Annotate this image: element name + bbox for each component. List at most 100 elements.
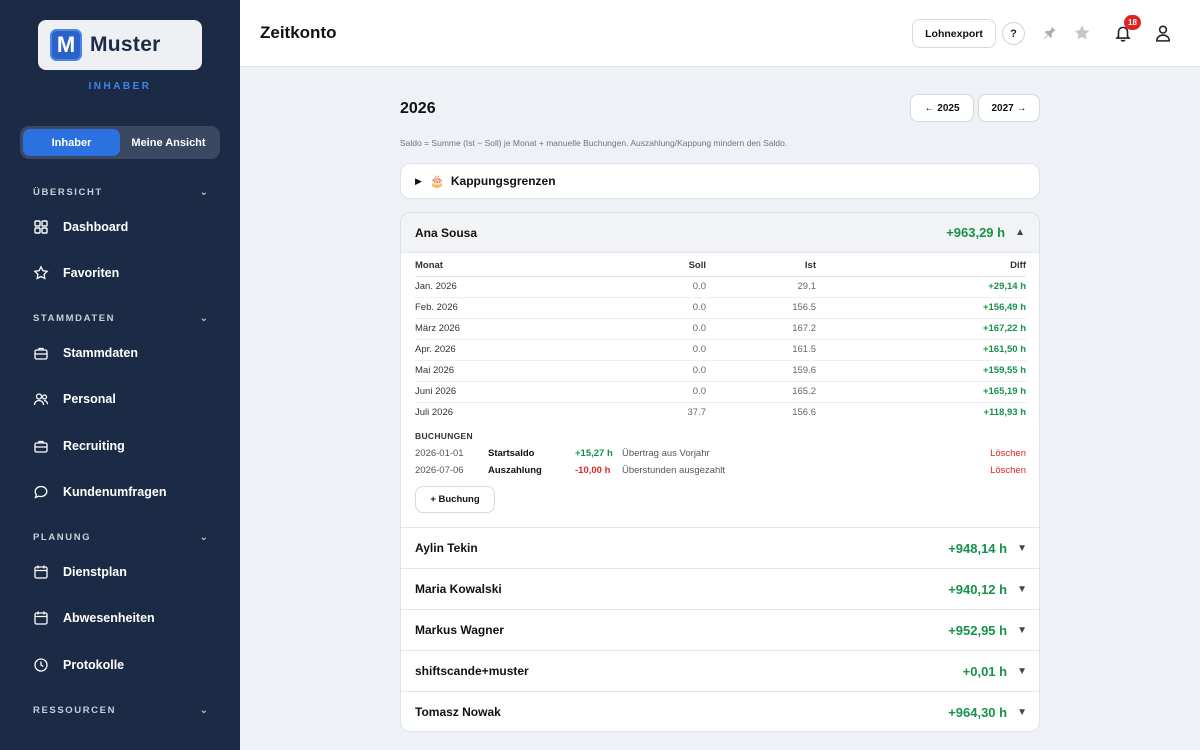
brand-logo[interactable]: M Muster <box>38 20 202 70</box>
col-ist: Ist <box>706 255 816 277</box>
toggle-meine-ansicht[interactable]: Meine Ansicht <box>131 136 206 149</box>
top-header: Zeitkonto Lohnexport ? 18 <box>240 0 1200 67</box>
delete-booking-button[interactable]: Löschen <box>990 464 1026 476</box>
notification-badge: 18 <box>1124 15 1141 30</box>
grid-icon <box>34 220 48 234</box>
sidebar-item-recruiting[interactable]: Recruiting <box>33 434 213 458</box>
table-row: Jan. 2026 0.0 29.1 +29,14 h <box>415 276 1026 298</box>
section-ressourcen[interactable]: RESSOURCEN ⌄ <box>33 705 208 716</box>
col-monat: Monat <box>415 255 616 277</box>
kappungsgrenzen-toggle[interactable]: ▶ 🎂 Kappungsgrenzen <box>400 163 1040 199</box>
help-button[interactable]: ? <box>1002 22 1025 45</box>
section-label: ÜBERSICHT <box>33 187 103 198</box>
sidebar-item-favoriten[interactable]: Favoriten <box>33 261 213 285</box>
sidebar-item-dienstplan[interactable]: Dienstplan <box>33 560 213 584</box>
section-uebersicht[interactable]: ÜBERSICHT ⌄ <box>33 187 208 198</box>
employee-name: Markus Wagner <box>415 623 504 637</box>
toggle-inhaber[interactable]: Inhaber <box>23 129 120 156</box>
booking-amount: -10,00 h <box>575 464 611 476</box>
collapse-icon: ▲ <box>1015 227 1025 238</box>
table-row: März 2026 0.0 167.2 +167,22 h <box>415 318 1026 340</box>
booking-date: 2026-01-01 <box>415 447 464 459</box>
employee-row[interactable]: Tomasz Nowak +964,30 h ▼ <box>401 691 1039 731</box>
cell-month: Jan. 2026 <box>415 276 616 298</box>
sidebar-item-label: Recruiting <box>63 439 125 453</box>
employee-total: +952,95 h <box>948 622 1008 638</box>
view-toggle: Inhaber Meine Ansicht <box>20 126 220 159</box>
cake-icon: 🎂 <box>429 174 445 188</box>
employee-total: +940,12 h <box>948 581 1008 597</box>
lohnexport-button[interactable]: Lohnexport <box>912 19 996 48</box>
cell-soll: 37.7 <box>687 407 707 419</box>
sidebar-item-protokolle[interactable]: Protokolle <box>33 653 213 677</box>
sidebar-item-abwesenheiten[interactable]: Abwesenheiten <box>33 606 213 630</box>
star-icon[interactable] <box>1072 23 1092 43</box>
section-planung[interactable]: PLANUNG ⌄ <box>33 532 208 543</box>
cell-month: Juli 2026 <box>415 407 454 419</box>
sidebar-item-dashboard[interactable]: Dashboard <box>33 215 213 239</box>
employee-row[interactable]: Aylin Tekin +948,14 h ▼ <box>401 527 1039 568</box>
cell-ist: 156.6 <box>792 407 816 419</box>
cell-month: Juni 2026 <box>415 381 616 403</box>
sidebar-item-stammdaten[interactable]: Stammdaten <box>33 341 213 365</box>
table-row: Juni 2026 0.0 165.2 +165,19 h <box>415 381 1026 403</box>
year-title: 2026 <box>400 100 436 117</box>
cell-diff: +159,55 h <box>816 360 1026 382</box>
sidebar-item-label: Dienstplan <box>63 565 127 579</box>
employee-row[interactable]: Markus Wagner +952,95 h ▼ <box>401 609 1039 650</box>
employee-row[interactable]: shiftscande+muster +0,01 h ▼ <box>401 650 1039 691</box>
cell-month: Mai 2026 <box>415 360 616 382</box>
employee-name: shiftscande+muster <box>415 664 529 678</box>
employee-total: +948,14 h <box>948 540 1008 556</box>
sidebar-item-personal[interactable]: Personal <box>33 387 213 411</box>
next-year-button[interactable]: 2027 → <box>978 94 1040 122</box>
saldo-note: Saldo = Summe (Ist − Soll) je Monat + ma… <box>400 138 788 148</box>
section-stammdaten[interactable]: STAMMDATEN ⌄ <box>33 313 208 324</box>
sidebar-item-label: Dashboard <box>63 220 129 234</box>
table-row: Apr. 2026 0.0 161.5 +161,50 h <box>415 339 1026 361</box>
sidebar-item-label: Favoriten <box>63 266 120 280</box>
section-label: PLANUNG <box>33 532 92 543</box>
expand-icon: ▼ <box>1017 665 1027 677</box>
expand-icon: ▼ <box>1017 542 1027 554</box>
bell-icon[interactable] <box>1113 23 1133 43</box>
chat-icon <box>34 485 48 499</box>
page-title: Zeitkonto <box>260 23 337 42</box>
delete-booking-button[interactable]: Löschen <box>990 447 1026 459</box>
cell-month: März 2026 <box>415 318 616 340</box>
expand-icon: ▼ <box>1017 706 1027 718</box>
employee-row[interactable]: Maria Kowalski +940,12 h ▼ <box>401 568 1039 609</box>
table-row: Feb. 2026 0.0 156.5 +156,49 h <box>415 297 1026 319</box>
calendar-icon <box>34 565 48 579</box>
sidebar: M Muster INHABER Inhaber Meine Ansicht Ü… <box>0 0 240 750</box>
prev-year-button[interactable]: ← 2025 <box>910 94 974 122</box>
expand-icon: ▼ <box>1017 583 1027 595</box>
buchungen-title: BUCHUNGEN <box>415 431 473 441</box>
cell-diff: +156,49 h <box>816 297 1026 319</box>
sidebar-item-label: Protokolle <box>63 658 125 672</box>
section-label: STAMMDATEN <box>33 313 116 324</box>
cell-diff: +29,14 h <box>816 276 1026 298</box>
employee-total: +964,30 h <box>948 704 1008 720</box>
booking-row: 2026-07-06 Auszahlung -10,00 h Überstund… <box>415 462 1026 478</box>
section-label: RESSOURCEN <box>33 705 117 716</box>
user-icon[interactable] <box>1153 23 1173 43</box>
employee-row-expanded[interactable]: Ana Sousa +963,29 h ▲ <box>401 213 1039 253</box>
month-table: Monat Soll Ist Diff Jan. 2026 0.0 29.1 +… <box>415 255 1026 423</box>
cell-ist: 167.2 <box>706 318 816 340</box>
sidebar-item-kundenumfragen[interactable]: Kundenumfragen <box>33 480 213 504</box>
sidebar-item-label: Kundenumfragen <box>63 485 167 499</box>
brand-name: Muster <box>90 33 161 56</box>
add-booking-button[interactable]: + Buchung <box>415 486 495 513</box>
table-header: Monat Soll Ist Diff <box>415 255 1026 277</box>
table-row: Juli 2026 37.7 156.6 +118,93 h <box>415 402 1026 423</box>
sidebar-item-label: Stammdaten <box>63 346 139 360</box>
col-soll: Soll <box>616 255 706 277</box>
employee-name: Ana Sousa <box>415 225 478 240</box>
pin-icon[interactable] <box>1039 23 1059 43</box>
cell-ist: 159.6 <box>706 360 816 382</box>
role-label: INHABER <box>88 81 152 92</box>
people-icon <box>33 393 49 406</box>
sidebar-item-label: Personal <box>63 392 116 406</box>
calendar-icon <box>34 611 48 625</box>
